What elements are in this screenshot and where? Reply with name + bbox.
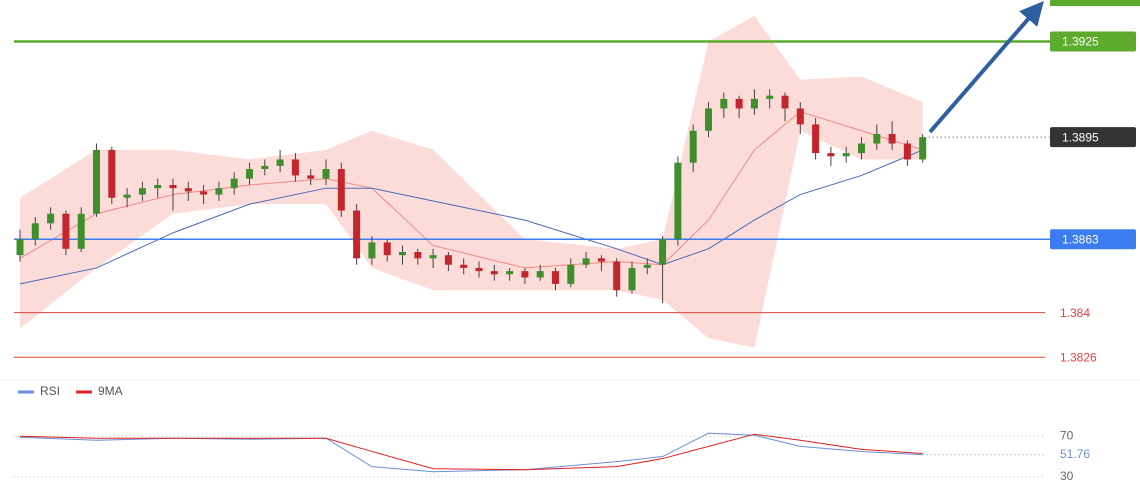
candle-body <box>796 108 804 125</box>
candle-body <box>628 267 636 291</box>
candle-body <box>659 239 667 265</box>
candle-body <box>169 185 177 189</box>
candle-body <box>460 264 468 268</box>
candle-body <box>414 251 422 259</box>
candle-body <box>903 143 911 160</box>
candle-body <box>888 133 896 144</box>
candle-body <box>261 165 269 170</box>
candle-body <box>276 159 284 166</box>
rsi-tick-label: 70 <box>1060 428 1074 442</box>
candle-body <box>230 178 238 189</box>
candle-body <box>77 213 85 249</box>
candle-body <box>750 98 758 109</box>
target-box <box>1050 0 1140 6</box>
bollinger-band <box>20 15 923 348</box>
level-label: 1.3863 <box>1062 232 1099 246</box>
candle-body <box>919 137 927 160</box>
candle-body <box>383 242 391 256</box>
rsi-line <box>19 433 923 471</box>
candle-body <box>582 258 590 265</box>
candle-body <box>307 175 315 179</box>
candle-body <box>62 213 70 249</box>
last-price-label: 1.3895 <box>1062 130 1099 144</box>
level-label: 1.3925 <box>1062 35 1099 49</box>
candle-body <box>429 255 437 259</box>
candle-body <box>521 271 529 278</box>
candle-body <box>444 255 452 265</box>
legend-label: RSI <box>40 384 60 398</box>
trend-arrow <box>928 0 1044 134</box>
candle-body <box>674 162 682 240</box>
candle-body <box>766 95 774 99</box>
candle-body <box>123 194 131 198</box>
candle-body <box>16 239 24 256</box>
candle-body <box>200 191 208 195</box>
legend-label: 9MA <box>98 384 123 398</box>
candle-body <box>643 264 651 268</box>
candle-body <box>138 188 146 195</box>
last-price-box <box>1050 127 1136 148</box>
candle-body <box>93 149 100 214</box>
level-label: 1.384 <box>1060 306 1090 320</box>
candle-body <box>781 95 789 109</box>
candle-body <box>246 169 253 179</box>
candle-body <box>858 143 865 154</box>
level-label-box <box>1050 31 1136 52</box>
level-label-box <box>1050 229 1136 250</box>
candle-body <box>322 169 330 179</box>
candle-body <box>689 130 697 163</box>
candle-body <box>337 169 345 211</box>
candle-body <box>827 153 835 157</box>
candle-body <box>720 98 728 109</box>
candle-body <box>184 188 192 192</box>
candle-body <box>31 223 39 240</box>
candle-body <box>873 133 881 144</box>
candle-body <box>536 271 544 278</box>
candle-body <box>215 188 223 195</box>
candle-body <box>842 153 850 157</box>
rsi-tick-label: 30 <box>1060 469 1074 483</box>
candle-body <box>506 271 514 275</box>
rsi-last-label: 51.76 <box>1060 447 1090 461</box>
candle-body <box>353 210 361 259</box>
candle-body <box>552 271 559 284</box>
level-label: 1.3826 <box>1060 350 1097 364</box>
candle-body <box>490 271 498 275</box>
candle-body <box>154 185 162 189</box>
candle-body <box>475 267 483 272</box>
candle-body <box>399 251 406 256</box>
candle-body <box>597 258 605 262</box>
candle-body <box>735 98 743 109</box>
candle-body <box>567 264 575 284</box>
candle-body <box>368 242 376 259</box>
candle-body <box>47 213 55 224</box>
candle-body <box>812 124 820 154</box>
candle-body <box>613 261 621 291</box>
candle-body <box>291 159 299 176</box>
candle-body <box>108 149 116 198</box>
candle-body <box>705 108 712 131</box>
moving-average <box>19 149 923 285</box>
